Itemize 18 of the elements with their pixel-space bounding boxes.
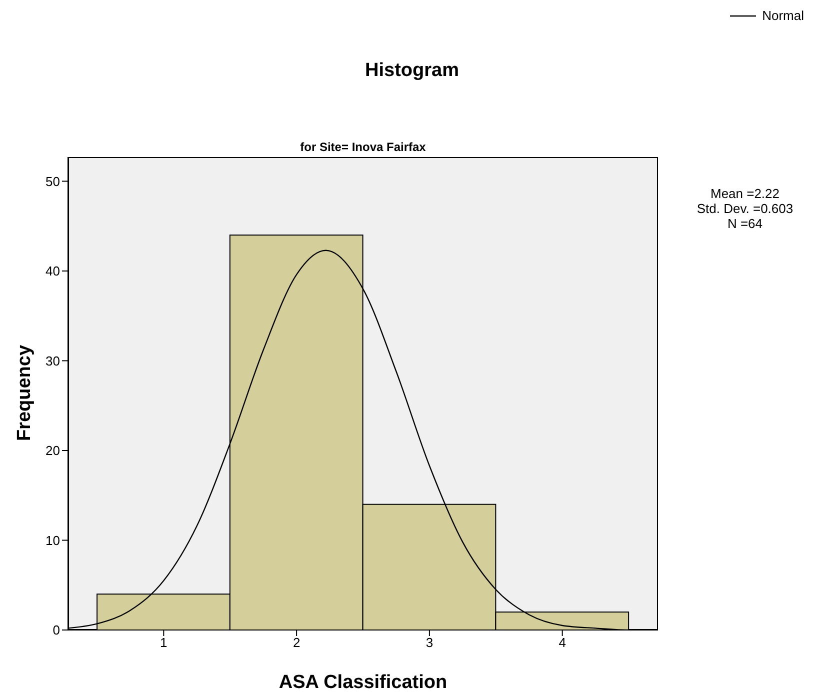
y-tick-label: 50 [46,174,60,189]
x-tick-label: 2 [292,635,300,650]
x-axis-title: ASA Classification [278,672,448,694]
y-tick-label: 20 [46,443,60,458]
text: Std. Dev. =0.603 [696,201,794,216]
y-tick-label: 10 [46,532,60,548]
y-axis-title: Frequency [14,343,36,443]
text: Mean =2.22 [709,186,781,201]
y-tick-label: 0 [52,622,60,638]
chart-subtitle: for Site= Inova Fairfax [299,140,427,154]
x-tick-label: 3 [426,635,434,650]
x-tick-label: 4 [558,635,566,650]
text: N =64 [726,216,764,231]
chart-title: Histogram [364,60,460,82]
legend-label: Normal [762,8,804,23]
y-tick-label: 40 [46,264,60,279]
y-tick-label: 30 [46,353,60,368]
x-tick-label: 1 [160,635,168,650]
